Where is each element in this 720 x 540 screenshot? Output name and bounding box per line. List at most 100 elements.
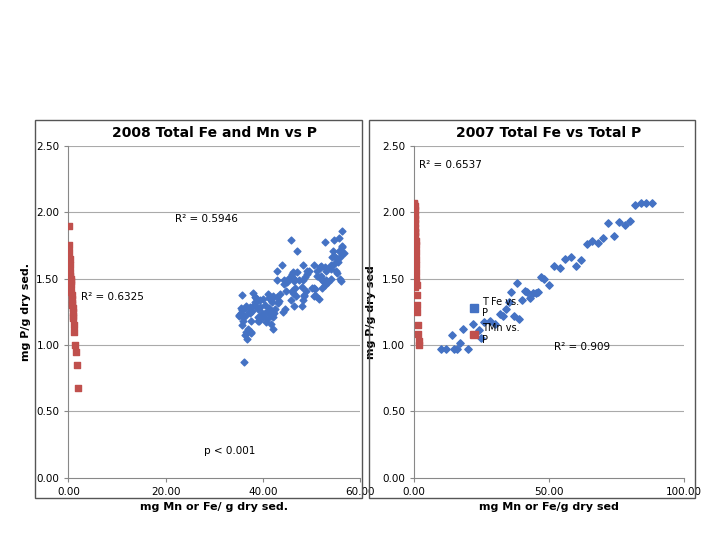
Point — [410, 248, 422, 256]
Point — [254, 296, 266, 305]
Point — [242, 325, 253, 333]
Point — [413, 330, 424, 339]
Point — [462, 345, 474, 353]
Point — [409, 228, 420, 237]
Point — [289, 284, 300, 292]
Point — [65, 272, 76, 280]
Point — [249, 293, 261, 301]
X-axis label: mg Mn or Fe/ g dry sed.: mg Mn or Fe/ g dry sed. — [140, 503, 288, 512]
Point — [297, 295, 308, 304]
Point — [410, 264, 421, 272]
Point — [240, 312, 251, 321]
Point — [297, 283, 308, 292]
Point — [441, 345, 452, 353]
Text: R² = 0.909: R² = 0.909 — [554, 342, 611, 353]
Point — [66, 291, 77, 299]
Point — [530, 289, 541, 298]
Point — [454, 339, 466, 348]
Point — [289, 277, 300, 286]
Y-axis label: mg P/g dry sed: mg P/g dry sed — [366, 265, 377, 359]
Point — [410, 268, 422, 276]
Point — [279, 279, 290, 288]
Point — [286, 269, 297, 278]
Point — [291, 268, 302, 276]
Point — [251, 297, 263, 306]
Point — [308, 284, 320, 293]
Point — [544, 281, 555, 289]
Point — [527, 288, 539, 297]
Point — [256, 308, 268, 317]
Point — [301, 269, 312, 278]
Point — [538, 275, 549, 284]
Point — [319, 238, 330, 246]
Point — [264, 310, 276, 319]
Text: R² = 0.5946: R² = 0.5946 — [176, 213, 238, 224]
Point — [411, 291, 423, 299]
Point — [410, 254, 422, 263]
Point — [490, 320, 501, 328]
Point — [446, 331, 458, 340]
Point — [264, 306, 275, 314]
Point — [256, 312, 267, 321]
Point — [280, 287, 292, 295]
Point — [238, 358, 250, 367]
Point — [268, 309, 279, 318]
Point — [277, 307, 289, 316]
Point — [315, 262, 327, 271]
Point — [263, 314, 274, 322]
Point — [328, 235, 340, 244]
Point — [240, 302, 252, 310]
Point — [508, 312, 520, 320]
Point — [308, 261, 320, 269]
Point — [239, 304, 251, 313]
Point — [495, 309, 506, 318]
Point — [297, 261, 309, 269]
Point — [286, 235, 297, 244]
Point — [641, 199, 652, 207]
Point — [635, 199, 647, 207]
Point — [559, 255, 571, 264]
Point — [243, 307, 255, 316]
Point — [513, 314, 525, 323]
Point — [410, 282, 421, 291]
Point — [309, 285, 320, 293]
Point — [244, 302, 256, 311]
Legend: T Fe vs.
P, TMn vs.
P: T Fe vs. P, TMn vs. P — [470, 297, 519, 345]
Point — [240, 330, 251, 339]
Point — [66, 281, 77, 289]
Point — [66, 294, 78, 303]
Point — [70, 347, 81, 356]
Point — [325, 260, 336, 269]
Point — [410, 224, 421, 233]
Point — [410, 261, 422, 269]
Point — [409, 205, 420, 214]
Point — [624, 217, 636, 225]
Point — [260, 308, 271, 317]
Point — [259, 301, 271, 309]
Point — [328, 260, 340, 269]
Point — [549, 262, 560, 271]
Point — [409, 201, 420, 210]
Title: 2008 Total Fe and Mn vs P: 2008 Total Fe and Mn vs P — [112, 126, 317, 140]
Point — [581, 239, 593, 248]
Text: R² = 0.6537: R² = 0.6537 — [419, 160, 482, 171]
Point — [273, 296, 284, 305]
Point — [269, 305, 280, 314]
Point — [313, 294, 325, 303]
X-axis label: mg Mn or Fe/g dry sed: mg Mn or Fe/g dry sed — [479, 503, 619, 512]
Point — [613, 218, 625, 226]
Point — [311, 267, 323, 275]
Point — [257, 294, 269, 303]
Point — [336, 276, 347, 285]
Point — [321, 265, 333, 273]
Point — [237, 306, 248, 314]
Point — [266, 311, 278, 320]
Point — [592, 239, 603, 247]
Point — [63, 221, 75, 230]
Point — [476, 333, 487, 342]
Point — [510, 279, 522, 287]
Point — [311, 292, 323, 300]
Point — [245, 327, 256, 336]
Title: 2007 Total Fe vs Total P: 2007 Total Fe vs Total P — [456, 126, 642, 140]
Point — [306, 283, 318, 292]
